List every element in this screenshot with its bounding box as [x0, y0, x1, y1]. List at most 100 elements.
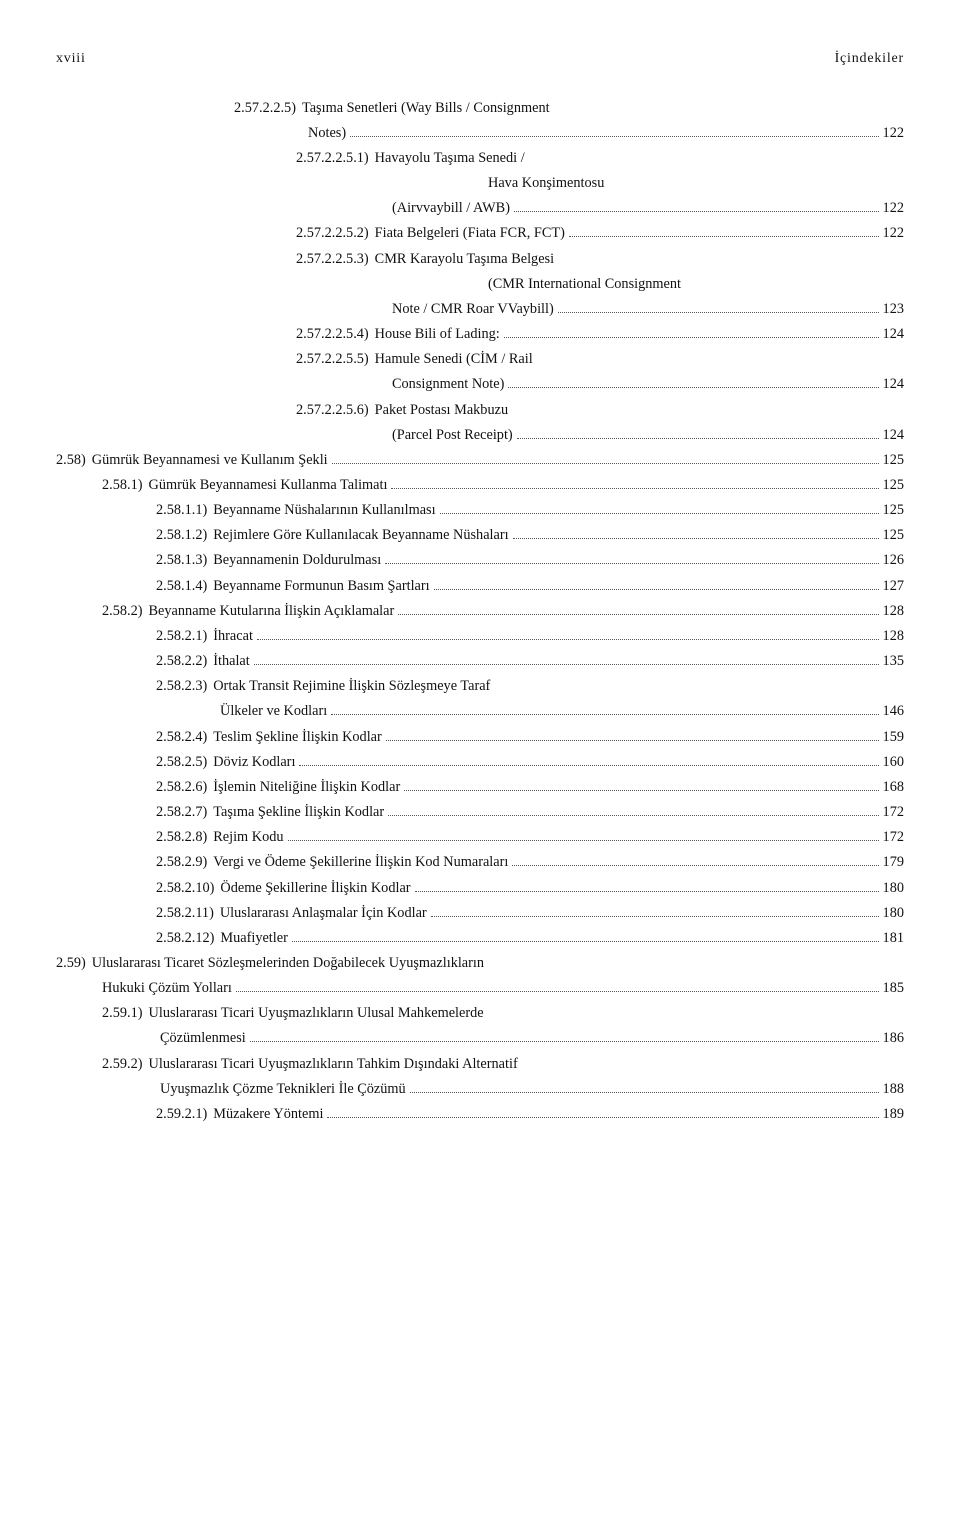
toc-entry-number: 2.59.1): [102, 1002, 143, 1025]
toc-entry-number: 2.58.1): [102, 474, 143, 497]
toc-entry-page: 125: [883, 499, 904, 522]
toc-entry-title-line: Uyuşmazlık Çözme Teknikleri İle Çözümü: [160, 1078, 406, 1101]
toc-entry: 2.58.2)Beyanname Kutularına İlişkin Açık…: [102, 600, 904, 623]
toc-entry-title-line: Ülkeler ve Kodları: [220, 700, 327, 723]
toc-entry-number: 2.58.2.9): [156, 851, 207, 874]
toc-leader: [440, 502, 879, 514]
toc-entry-page: 122: [883, 122, 904, 145]
toc-entry-title-line: Uluslararası Ticaret Sözleşmelerinden Do…: [92, 952, 484, 975]
toc-leader: [386, 728, 879, 740]
toc-entry-title-line: Paket Postası Makbuzu: [375, 399, 508, 422]
toc-leader: [431, 904, 879, 916]
toc-entry: 2.58.2.10) Ödeme Şekillerine İlişkin Kodl…: [156, 877, 904, 900]
toc-leader: [512, 854, 878, 866]
toc-leader: [257, 628, 879, 640]
toc-entry-title: Vergi ve Ödeme Şekillerine İlişkin Kod N…: [213, 851, 508, 874]
toc-entry: 2.59.1) Uluslararası Ticari Uyuşmazlıklar…: [102, 1002, 904, 1050]
toc-leader: [410, 1080, 879, 1092]
toc-entry-number: 2.59): [56, 952, 86, 975]
toc-entry-page: 181: [883, 927, 904, 950]
toc-entry-title-line: Uluslararası Ticari Uyuşmazlıkların Tahk…: [149, 1053, 518, 1076]
toc-entry-number: 2.58.2.5): [156, 751, 207, 774]
toc-leader: [236, 980, 879, 992]
toc-entry: 2.58.2.3) Ortak Transit Rejimine İlişkin …: [156, 675, 904, 723]
toc-entry-page: 189: [883, 1103, 904, 1126]
toc-entry-title-line: (CMR International Consignment: [488, 273, 681, 296]
toc-entry-title: Beyanname Nüshalarının Kullanılması: [213, 499, 435, 522]
toc-entry-title: Gümrük Beyannamesi ve Kullanım Şekli: [92, 449, 328, 472]
toc-entry-title: Beyanname Formunun Basım Şartları: [213, 575, 429, 598]
toc-entry-number: 2.58.2.3): [156, 675, 207, 698]
toc-entry-number: 2.58.2.8): [156, 826, 207, 849]
toc-entry-page: 122: [883, 197, 904, 220]
toc-entry: 2.59.2.1)Müzakere Yöntemi189: [156, 1103, 904, 1126]
toc-entry-page: 124: [883, 373, 904, 396]
toc-entry-number: 2.57.2.2.5.2): [296, 222, 369, 245]
toc-entry-number: 2.57.2.2.5.4): [296, 323, 369, 346]
toc-entry-title: İthalat: [213, 650, 250, 673]
toc-entry-title: Fiata Belgeleri (Fiata FCR, FCT): [375, 222, 565, 245]
toc-entry: 2.58)Gümrük Beyannamesi ve Kullanım Şekl…: [56, 449, 904, 472]
toc-leader: [517, 426, 879, 438]
toc-leader: [388, 804, 878, 816]
toc-entry-page: 128: [883, 625, 904, 648]
toc-entry-title-line: Notes): [308, 122, 346, 145]
toc-entry-page: 128: [883, 600, 904, 623]
toc-entry-title: Döviz Kodları: [213, 751, 295, 774]
toc-entry: 2.58.1.1) Beyanname Nüshalarının Kullanıl…: [156, 499, 904, 522]
toc-entry-number: 2.58.2.7): [156, 801, 207, 824]
page-header: xviii İçindekiler: [56, 48, 904, 71]
toc-entry-number: 2.59.2.1): [156, 1103, 207, 1126]
toc-entry: 2.58.2.2)İthalat135: [156, 650, 904, 673]
toc-leader: [292, 929, 879, 941]
toc-leader: [508, 376, 878, 388]
toc-entry-title-line: Note / CMR Roar VVaybill): [392, 298, 554, 321]
toc-entry-number: 2.57.2.2.5.5): [296, 348, 369, 371]
toc-leader: [558, 300, 879, 312]
toc-leader: [415, 879, 879, 891]
toc-entry-number: 2.58.2.1): [156, 625, 207, 648]
toc-entry-title-line: Hamule Senedi (CİM / Rail: [375, 348, 533, 371]
toc-entry: 2.57.2.2.5.3)CMR Karayolu Taşıma Belgesi…: [296, 248, 904, 321]
toc-entry-title-line: Uluslararası Ticari Uyuşmazlıkların Ulus…: [149, 1002, 484, 1025]
toc-entry-page: 135: [883, 650, 904, 673]
toc-entry-title-line: Çözümlenmesi: [160, 1027, 246, 1050]
toc-leader: [514, 200, 879, 212]
toc-entry-title-line: Ortak Transit Rejimine İlişkin Sözleşmey…: [213, 675, 490, 698]
toc-entry-number: 2.58.2.4): [156, 726, 207, 749]
toc-entry-page: 160: [883, 751, 904, 774]
toc-entry-title: Taşıma Şekline İlişkin Kodlar: [213, 801, 384, 824]
toc-entry: 2.58.2.12)Muafiyetler181: [156, 927, 904, 950]
section-label: İçindekiler: [835, 48, 904, 71]
toc-entry-page: 124: [883, 424, 904, 447]
toc-entry-title-line: Hava Konşimentosu: [488, 172, 604, 195]
toc-entry-page: 159: [883, 726, 904, 749]
toc-entry-number: 2.57.2.2.5.6): [296, 399, 369, 422]
toc-entry-page: 180: [883, 877, 904, 900]
toc-leader: [299, 753, 878, 765]
toc-entry-number: 2.58.2.10): [156, 877, 214, 900]
toc-leader: [385, 552, 878, 564]
toc-entry-title-line: Taşıma Senetleri (Way Bills / Consignmen…: [302, 97, 550, 120]
toc-entry-page: 126: [883, 549, 904, 572]
toc-entry-page: 186: [883, 1027, 904, 1050]
toc-entry-number: 2.57.2.2.5): [234, 97, 296, 120]
toc-leader: [250, 1030, 879, 1042]
toc-entry: 2.57.2.2.5.2) Fiata Belgeleri (Fiata FCR,…: [296, 222, 904, 245]
toc-leader: [391, 477, 878, 489]
toc-entry-page: 185: [883, 977, 904, 1000]
toc-entry-number: 2.58.2.11): [156, 902, 214, 925]
toc-entry-number: 2.58.1.1): [156, 499, 207, 522]
toc-entry-title: Rejim Kodu: [213, 826, 283, 849]
toc-entry-title: Ödeme Şekillerine İlişkin Kodlar: [220, 877, 410, 900]
toc-entry-title-line: Consignment Note): [392, 373, 504, 396]
toc-leader: [350, 124, 878, 136]
toc-entry-page: 180: [883, 902, 904, 925]
toc-entry-title-line: Hukuki Çözüm Yolları: [102, 977, 232, 1000]
toc-entry: 2.57.2.2.5.5) Hamule Senedi (CİM / RailCo…: [296, 348, 904, 396]
toc-entry-page: 179: [883, 851, 904, 874]
toc-entry-title: Muafiyetler: [220, 927, 287, 950]
toc-entry: 2.57.2.2.5.6)Paket Postası Makbuzu(Parce…: [296, 399, 904, 447]
toc-entry-page: 146: [883, 700, 904, 723]
toc-leader: [331, 703, 878, 715]
